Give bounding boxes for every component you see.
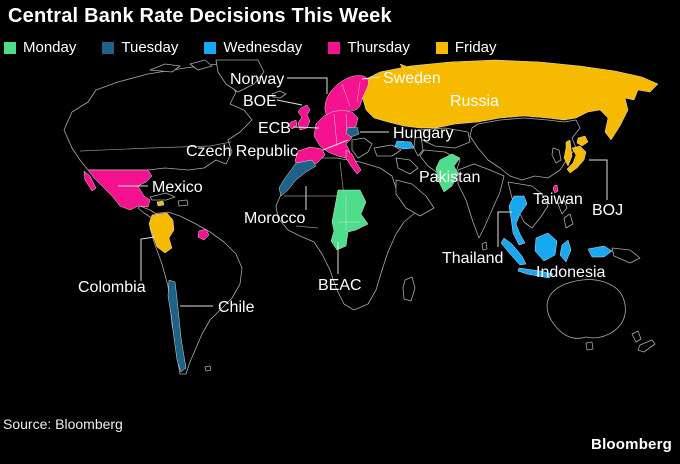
caspian-outline: [413, 136, 424, 157]
footer-notes: Source: Bloomberg Note: Mapped data show…: [3, 386, 480, 464]
legend-label: Tuesday: [121, 39, 179, 56]
legend-item-monday: Monday: [4, 39, 76, 56]
continent-north-america: [63, 63, 253, 171]
turkey-outline: [373, 144, 402, 157]
cuba-outline: [149, 192, 176, 201]
leader-boe: [276, 99, 303, 106]
region-sakhalin: [563, 139, 573, 167]
china-outline: [469, 117, 581, 181]
legend-item-tuesday: Tuesday: [102, 39, 178, 56]
region-jamaica: [156, 200, 165, 207]
bloomberg-logo: Bloomberg: [591, 436, 672, 453]
region-beac: [330, 189, 369, 251]
region-caucasus: [394, 140, 415, 150]
region-uk: [297, 104, 311, 131]
label-sweden: Sweden: [383, 70, 441, 87]
region-scandinavia: [324, 75, 369, 117]
iceland-outline: [271, 90, 287, 99]
leader-boj: [589, 159, 608, 200]
label-chile: Chile: [218, 299, 255, 316]
india-outline: [457, 163, 505, 239]
label-pakistan: Pakistan: [419, 169, 480, 186]
legend: Monday Tuesday Wednesday Thursday Friday: [4, 39, 497, 56]
tuesday-swatch-icon: [102, 41, 115, 54]
label-russia: Russia: [450, 93, 499, 110]
label-boe: BOE: [243, 93, 277, 110]
label-boj: BOJ: [592, 202, 623, 219]
region-pakistan: [435, 153, 461, 193]
region-colombia: [148, 212, 175, 254]
leader-czech: [322, 139, 349, 151]
label-beac: BEAC: [318, 277, 362, 294]
leader-sweden: [361, 76, 381, 80]
arctic-island: [189, 59, 213, 71]
legend-item-wednesday: Wednesday: [204, 39, 302, 56]
source-line: Source: Bloomberg: [3, 415, 123, 432]
label-hungary: Hungary: [393, 125, 453, 142]
label-taiwan: Taiwan: [533, 191, 583, 208]
map-labels: Norway BOE ECB Czech Republic Sweden Hun…: [78, 70, 623, 316]
region-taiwan: [552, 184, 559, 194]
label-norway: Norway: [230, 71, 284, 88]
central-asia-outline: [419, 127, 471, 149]
label-czech-republic: Czech Republic: [186, 143, 298, 160]
leader-ecb: [292, 126, 320, 129]
legend-label: Monday: [23, 39, 77, 56]
wednesday-swatch-icon: [204, 41, 217, 54]
chart-title: Central Bank Rate Decisions This Week: [8, 5, 392, 27]
arctic-island: [149, 63, 181, 73]
philippines-outline: [563, 213, 574, 229]
leader-lines: [118, 76, 608, 307]
colored-regions: [83, 59, 659, 373]
legend-label: Thursday: [347, 39, 410, 56]
friday-swatch-icon: [435, 41, 448, 54]
region-mexico: [87, 169, 153, 211]
leader-norway: [287, 77, 328, 94]
inner-dividers: [333, 81, 361, 230]
falkland-outline: [204, 365, 212, 372]
label-colombia: Colombia: [78, 279, 146, 296]
label-thailand: Thailand: [442, 250, 503, 267]
tasmania-outline: [585, 341, 594, 351]
monday-swatch-icon: [4, 41, 16, 54]
region-russia: [359, 59, 659, 141]
levant-outline: [395, 157, 419, 175]
greenland-outline: [215, 59, 265, 93]
region-trinidad: [197, 228, 210, 241]
region-hungary: [345, 126, 360, 138]
region-morocco: [278, 159, 317, 197]
region-thailand: [508, 195, 528, 246]
leader-thailand: [497, 211, 512, 247]
madagascar-outline: [402, 276, 416, 302]
legend-item-thursday: Thursday: [328, 39, 410, 56]
region-chile: [167, 279, 187, 373]
region-italy: [345, 149, 362, 175]
label-ecb: ECB: [258, 120, 291, 137]
sri-lanka-outline: [481, 241, 488, 251]
label-morocco: Morocco: [244, 210, 305, 227]
thursday-swatch-icon: [328, 41, 341, 54]
legend-item-friday: Friday: [435, 39, 497, 56]
balkans-outline: [351, 137, 373, 159]
region-japan: [566, 135, 589, 174]
label-mexico: Mexico: [152, 179, 203, 196]
new-zealand-outline: [631, 330, 656, 353]
border-us-canada: [79, 141, 232, 152]
australia-outline: [546, 279, 626, 339]
legend-label: Wednesday: [223, 39, 303, 56]
arabia-outline: [395, 179, 435, 217]
png-outline: [611, 247, 641, 264]
korea-outline: [551, 147, 562, 164]
legend-label: Friday: [454, 39, 497, 56]
leader-colombia: [140, 236, 156, 281]
region-baja: [83, 170, 97, 192]
label-indonesia: Indonesia: [536, 264, 605, 281]
region-novaya-zemlya: [399, 63, 425, 86]
philippines-outline: [557, 199, 568, 215]
region-indonesia: [500, 232, 613, 279]
hispaniola-outline: [177, 199, 189, 207]
note-line: Note: Mapped data show rate decision sch…: [3, 462, 480, 464]
